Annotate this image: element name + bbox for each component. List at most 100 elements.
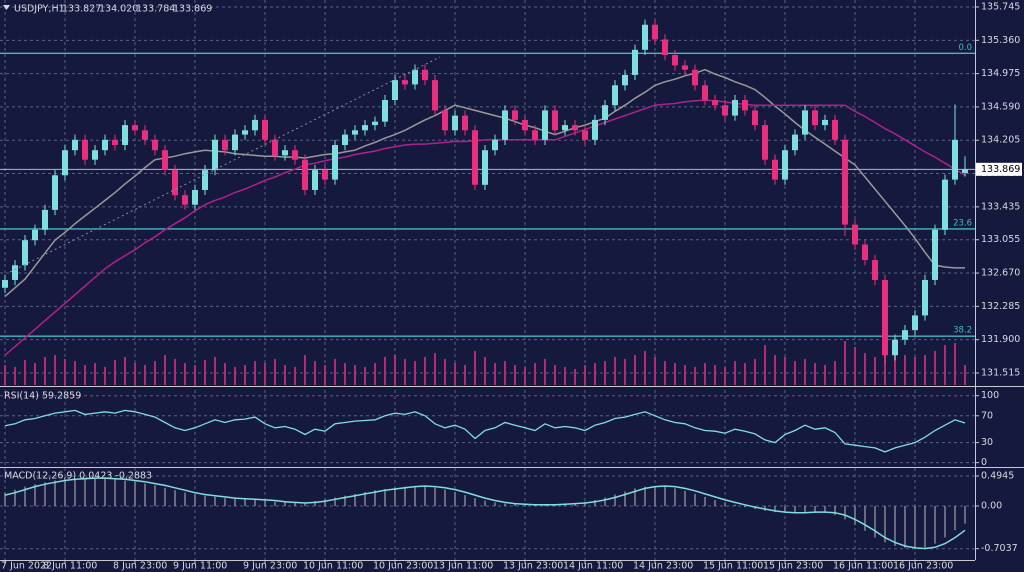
y-tick-label: 133.055 — [981, 234, 1020, 245]
fib-level-label: 23.6 — [953, 218, 972, 228]
candle-body — [522, 119, 528, 131]
candle-body — [182, 195, 188, 205]
candle-body — [52, 175, 58, 210]
current-price-box — [976, 162, 1022, 176]
y-tick-label: 0.00 — [981, 501, 1002, 512]
volume-bar — [504, 361, 506, 385]
moving-average-line — [4, 99, 966, 356]
volume-bar — [94, 363, 96, 385]
candle-body — [582, 130, 588, 140]
volume-bar — [904, 355, 906, 385]
volume-bar — [34, 363, 36, 385]
volume-bar — [554, 365, 556, 385]
x-tick-label: 8 Jun 23:00 — [113, 561, 167, 572]
volume-bar — [44, 357, 46, 385]
candle-body — [502, 110, 508, 140]
candle-body — [702, 85, 708, 101]
plot: 0.0 23.6 38.2 — [0, 19, 975, 550]
candle-body — [72, 139, 78, 151]
candle-body — [312, 170, 318, 190]
candle-body — [892, 339, 898, 356]
ohlc-close: 133.869 — [173, 4, 212, 15]
volume-bar — [704, 363, 706, 385]
x-tick-label: 8 Jun 11:00 — [43, 561, 97, 572]
volume-bar — [834, 361, 836, 385]
candle-body — [632, 49, 638, 75]
candle-body — [42, 209, 48, 230]
candle-body — [282, 150, 288, 156]
y-tick-label: 100 — [981, 390, 999, 401]
x-tick-label: 10 Jun 23:00 — [373, 561, 433, 572]
candle-body — [32, 229, 38, 241]
symbol-menu-arrow[interactable] — [3, 5, 10, 10]
volume-bar — [344, 363, 346, 385]
y-tick-label: -0.7037 — [981, 543, 1018, 554]
volume-bar — [54, 355, 56, 385]
y-tick-label: 0 — [981, 457, 987, 468]
volume-bar — [354, 365, 356, 385]
candle-body — [902, 330, 908, 340]
volume-bar — [314, 361, 316, 385]
volume-bar — [84, 365, 86, 385]
volume-bar — [64, 359, 66, 385]
candle-body — [242, 130, 248, 135]
volume-bar — [954, 343, 956, 385]
candle-body — [862, 244, 868, 261]
candle-body — [832, 119, 838, 140]
candle-body — [932, 229, 938, 280]
volume-bar — [514, 365, 516, 385]
volume-bar — [534, 363, 536, 385]
candle-body — [752, 110, 758, 126]
volume-bar — [174, 359, 176, 385]
x-tick-label: 13 Jun 11:00 — [433, 561, 493, 572]
candle-body — [332, 145, 338, 180]
candle-body — [842, 139, 848, 225]
volume-bar — [874, 357, 876, 385]
volume-bar — [814, 363, 816, 385]
y-tick-label: 131.515 — [981, 367, 1020, 378]
y-tick-label: 0.4945 — [981, 471, 1014, 482]
y-tick-label: 132.285 — [981, 301, 1020, 312]
volume-bar — [224, 363, 226, 385]
candle-body — [542, 110, 548, 140]
candle-body — [622, 74, 628, 86]
candle-body — [512, 110, 518, 120]
candle-body — [532, 130, 538, 140]
candle-body — [2, 279, 8, 288]
volume-bar — [24, 360, 26, 385]
volume-bar — [944, 345, 946, 385]
candle-body — [662, 39, 668, 56]
candle-body — [722, 105, 728, 116]
candle-body — [962, 169, 968, 173]
candle-body — [592, 119, 598, 140]
volume-bar — [424, 357, 426, 385]
candle-body — [372, 121, 378, 126]
volume-bar — [434, 353, 436, 385]
candle-body — [112, 139, 118, 146]
candle-body — [642, 24, 648, 50]
candle-body — [382, 100, 388, 122]
volume-bar — [564, 367, 566, 385]
y-tick-label: 134.590 — [981, 101, 1020, 112]
volume-bar — [334, 359, 336, 385]
candle-body — [252, 119, 258, 131]
candle-body — [782, 150, 788, 180]
candle-body — [62, 150, 68, 176]
candle-body — [392, 80, 398, 101]
candle-body — [682, 65, 688, 70]
volume-bar — [774, 355, 776, 385]
header: USDJPY,H1 133.827 134.020 133.784 133.86… — [4, 4, 212, 482]
volume-bar — [4, 365, 6, 385]
volume-bar — [104, 367, 106, 385]
candle-body — [122, 125, 128, 146]
candle-body — [912, 315, 918, 331]
candle-body — [162, 150, 168, 171]
volume-bar — [494, 363, 496, 385]
volume-bar — [794, 361, 796, 385]
candle-body — [152, 139, 158, 151]
candle-body — [942, 179, 948, 230]
candle-body — [672, 55, 678, 66]
y-tick-label: 30 — [981, 437, 993, 448]
candle-body — [132, 125, 138, 131]
